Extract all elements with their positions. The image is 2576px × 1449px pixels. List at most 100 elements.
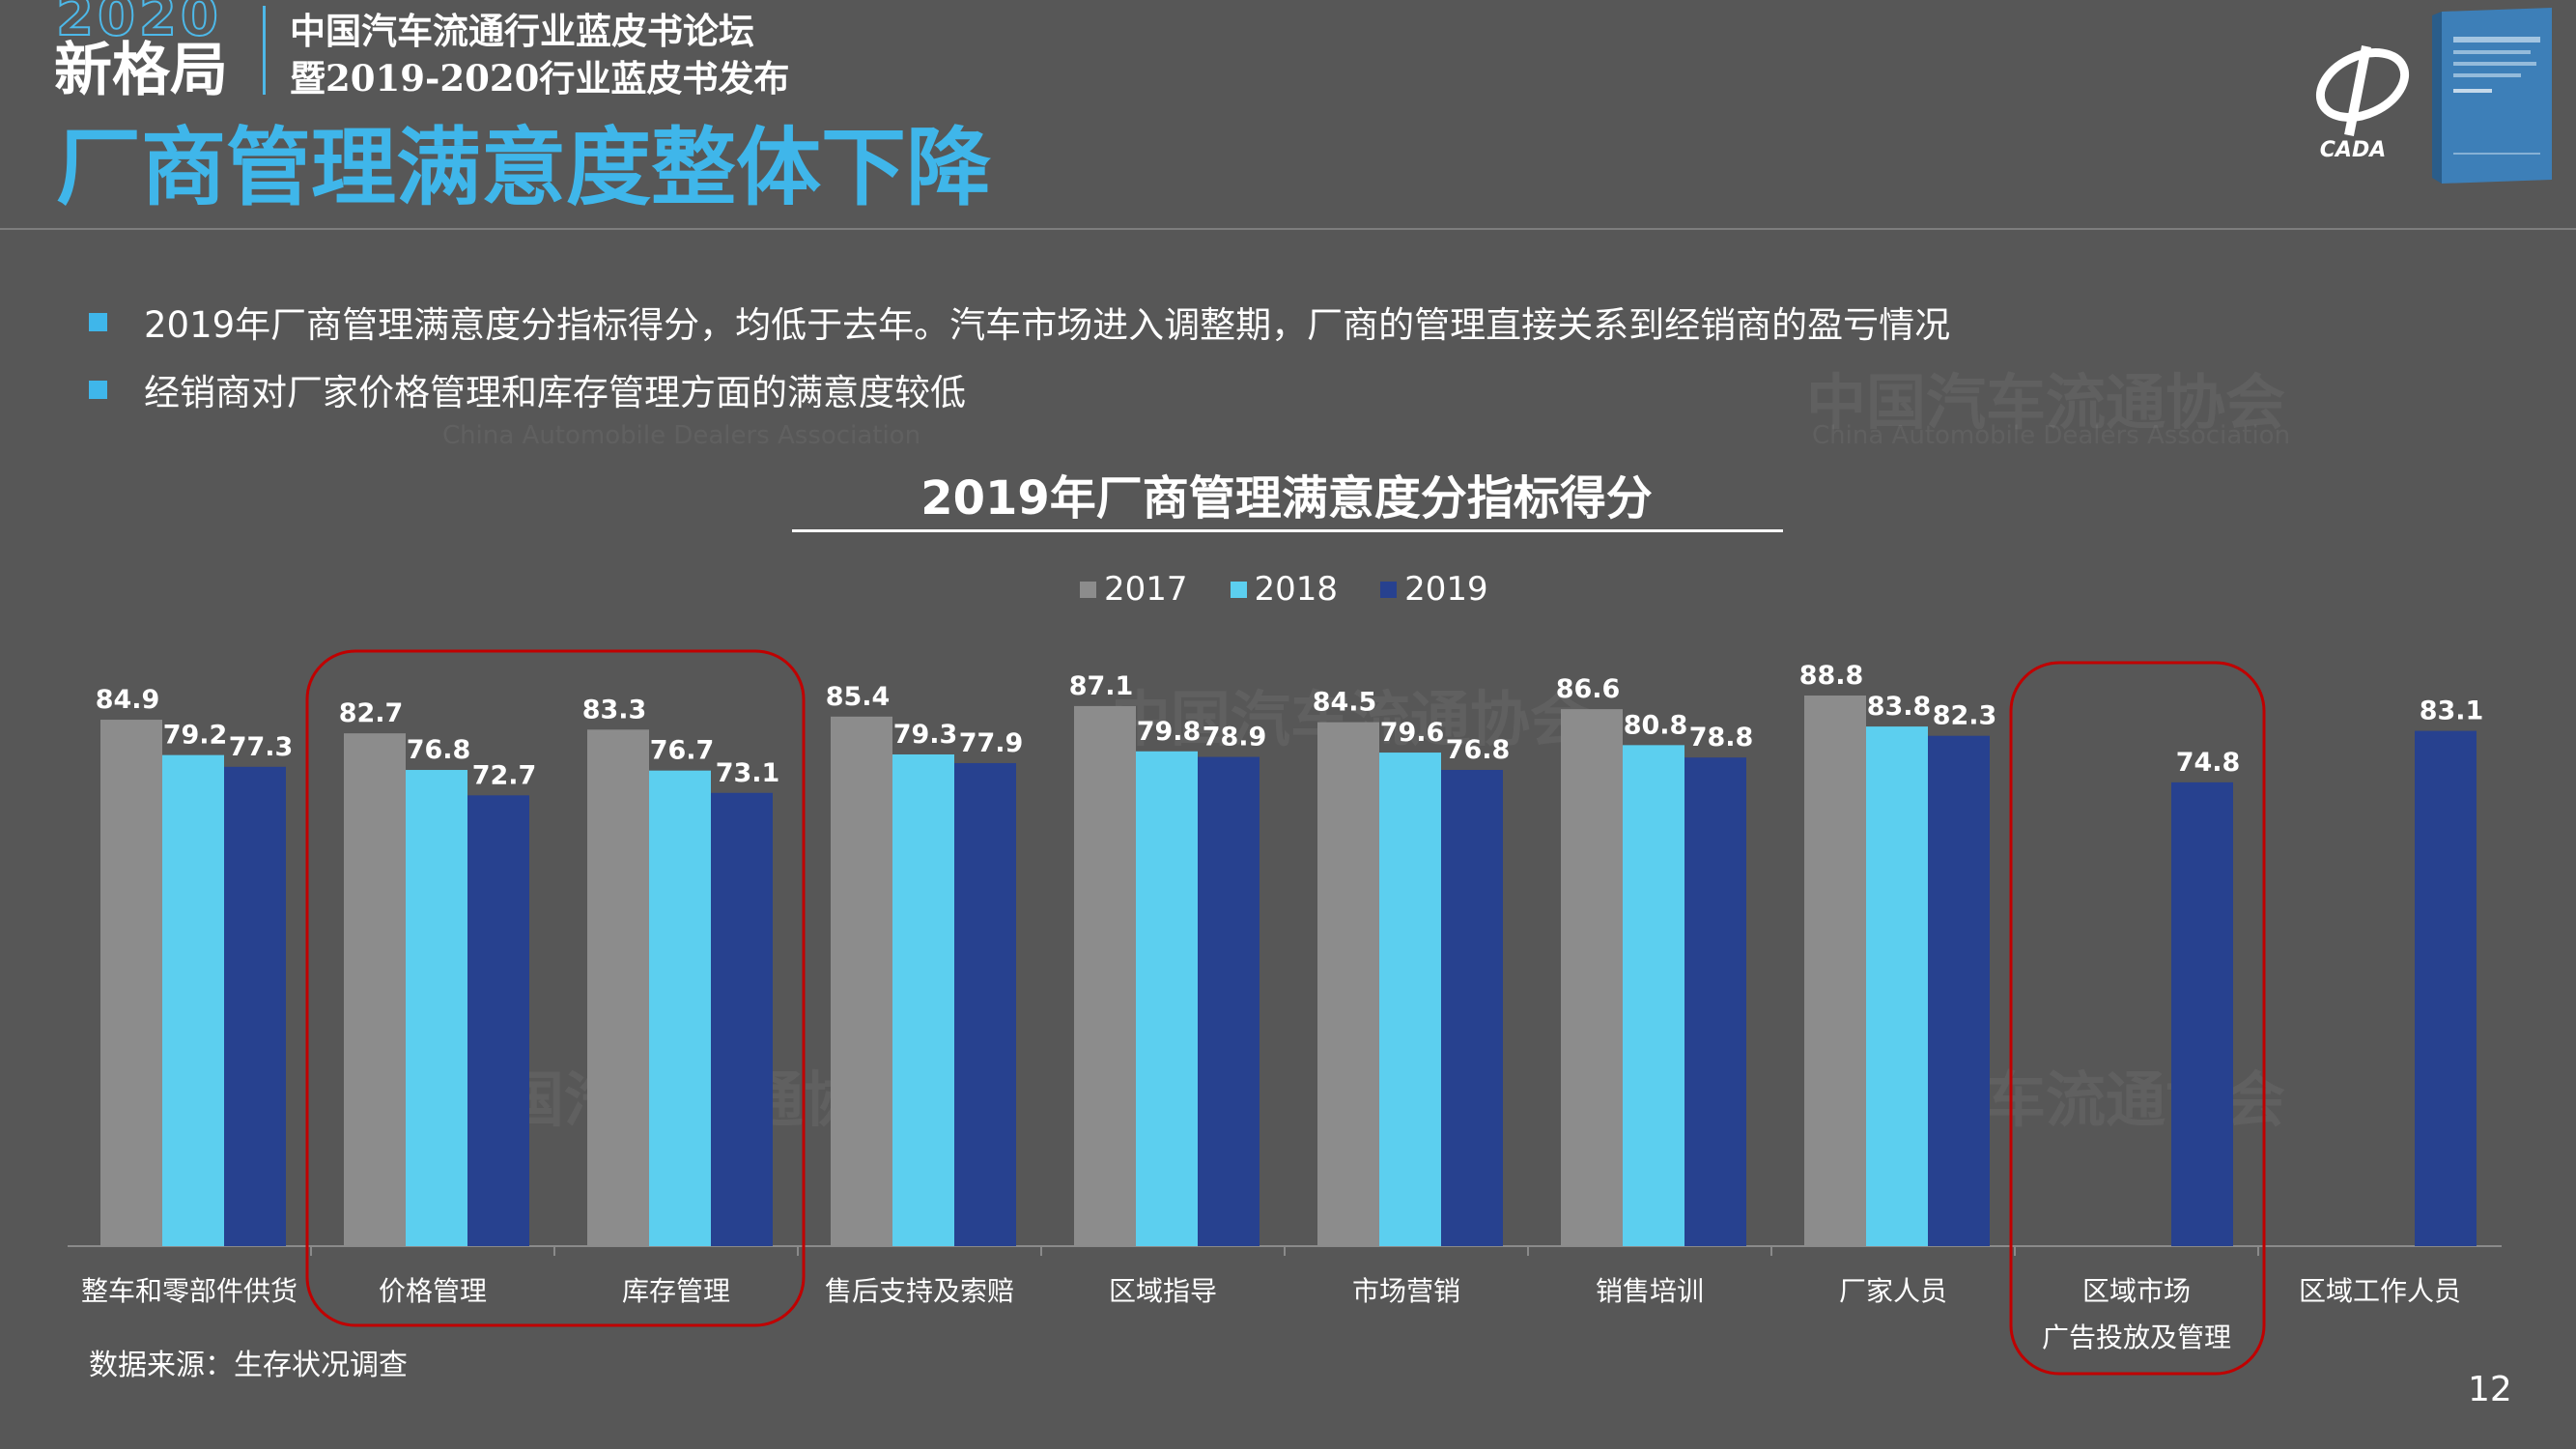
data-label: 78.9: [1203, 723, 1267, 753]
bullet-text: 经销商对厂家价格管理和库存管理方面的满意度较低: [144, 372, 966, 413]
bar-2017: [100, 720, 162, 1246]
data-label: 79.8: [1137, 717, 1202, 747]
logo-year: 2020: [55, 0, 222, 48]
bar-2019: [224, 766, 286, 1246]
data-label: 76.8: [1446, 735, 1511, 765]
header-divider: [263, 6, 266, 95]
category-label: 整车和零部件供货: [81, 1275, 297, 1307]
bullet-text: 2019年厂商管理满意度分指标得分，均低于去年。汽车市场进入调整期，厂商的管理直…: [144, 304, 1951, 346]
data-label: 73.1: [716, 758, 780, 788]
data-label: 87.1: [1069, 671, 1134, 701]
category-label: 广告投放及管理: [2042, 1321, 2231, 1353]
category-label: 库存管理: [622, 1275, 730, 1307]
bar-2017: [344, 733, 406, 1246]
legend-swatch: [1230, 581, 1247, 598]
bar-2018: [406, 770, 467, 1246]
watermark-en-2: China Automobile Dealers Association: [442, 421, 921, 450]
bullet-list: 2019年厂商管理满意度分指标得分，均低于去年。汽车市场进入调整期，厂商的管理直…: [89, 288, 1950, 423]
bar-2019: [467, 795, 529, 1246]
bar-2017: [1804, 696, 1866, 1246]
data-label: 82.7: [339, 698, 404, 728]
bar-2019: [1928, 735, 1990, 1246]
legend-label: 2018: [1254, 570, 1339, 609]
watermark-en-1: China Automobile Dealers Association: [1812, 421, 2291, 450]
data-label: 88.8: [1799, 661, 1864, 691]
legend-label: 2019: [1404, 570, 1488, 609]
data-label: 74.8: [2176, 748, 2241, 778]
data-label: 76.8: [407, 735, 471, 765]
cada-stem-icon: [2344, 45, 2371, 136]
legend-item-2019: 2019: [1380, 570, 1488, 609]
data-label: 79.3: [893, 720, 958, 750]
data-label: 83.3: [582, 695, 647, 724]
data-label: 79.6: [1380, 718, 1445, 748]
category-label: 销售培训: [1596, 1275, 1704, 1307]
highlight-box: [2009, 661, 2266, 1376]
bar-2019: [1198, 756, 1260, 1246]
bar-2017: [587, 729, 649, 1246]
data-label: 82.3: [1933, 701, 1997, 731]
legend-item-2018: 2018: [1230, 570, 1339, 609]
bar-2019: [2171, 781, 2233, 1246]
data-label: 76.7: [650, 736, 715, 766]
cada-wordmark: CADA: [2320, 138, 2386, 162]
forum-title-line1: 中国汽车流通行业蓝皮书论坛: [290, 10, 754, 52]
bluebook-cover: [2432, 8, 2552, 184]
data-label: 80.8: [1624, 710, 1688, 740]
legend-label: 2017: [1104, 570, 1188, 609]
bar-2019: [711, 792, 773, 1246]
bar-2018: [1623, 745, 1684, 1246]
bar-2017: [1561, 709, 1623, 1246]
category-label: 价格管理: [379, 1275, 487, 1307]
bar-2019: [954, 762, 1016, 1246]
category-label: 区域指导: [1109, 1275, 1217, 1307]
bar-2018: [892, 753, 954, 1246]
data-label: 84.5: [1313, 688, 1377, 718]
data-label: 83.1: [2420, 696, 2484, 726]
category-label: 售后支持及索赔: [825, 1275, 1014, 1307]
legend-item-2017: 2017: [1080, 570, 1188, 609]
bar-2019: [1441, 770, 1503, 1246]
legend-swatch: [1080, 581, 1096, 598]
bar-2018: [649, 770, 711, 1246]
data-label: 78.8: [1689, 723, 1754, 753]
category-label: 市场营销: [1352, 1275, 1460, 1307]
bar-2018: [1379, 753, 1441, 1246]
bar-2017: [831, 716, 892, 1246]
chart-title-underline: [792, 529, 1783, 532]
data-label: 77.3: [229, 732, 294, 762]
bullet-item: 经销商对厂家价格管理和库存管理方面的满意度较低: [89, 355, 1950, 423]
data-label: 77.9: [959, 728, 1024, 758]
category-label: 区域市场: [2082, 1275, 2191, 1307]
bar-2018: [1866, 726, 1928, 1246]
data-label: 79.2: [163, 721, 228, 751]
data-source: 数据来源：生存状况调查: [89, 1349, 408, 1382]
page-number: 12: [2468, 1370, 2512, 1409]
cada-swoosh-icon: [2315, 48, 2410, 122]
chart-title: 2019年厂商管理满意度分指标得分: [920, 471, 1653, 526]
bar-2018: [1136, 751, 1198, 1246]
header-rule: [0, 228, 2576, 230]
highlight-box: [305, 649, 806, 1327]
data-label: 84.9: [96, 685, 160, 715]
data-label: 83.8: [1867, 692, 1932, 722]
data-label: 86.6: [1556, 674, 1621, 704]
category-label: 区域工作人员: [2299, 1275, 2461, 1307]
logo-text: 新格局: [54, 37, 228, 104]
bar-2018: [162, 754, 224, 1246]
page-title: 厂商管理满意度整体下降: [56, 118, 992, 217]
bullet-square-icon: [89, 312, 107, 331]
cada-logo: CADA: [2315, 45, 2410, 162]
chart-legend: 2017 2018 2019: [1080, 570, 1531, 609]
bar-2017: [1317, 722, 1379, 1246]
forum-title-line2: 暨2019-2020行业蓝皮书发布: [290, 56, 790, 99]
bar-2019: [1684, 757, 1746, 1246]
legend-swatch: [1380, 581, 1398, 598]
data-label: 72.7: [472, 760, 537, 790]
data-label: 85.4: [826, 682, 891, 712]
bar-2019: [2415, 730, 2477, 1246]
bullet-square-icon: [89, 380, 107, 399]
bar-2017: [1074, 705, 1136, 1246]
category-label: 厂家人员: [1839, 1275, 1947, 1307]
